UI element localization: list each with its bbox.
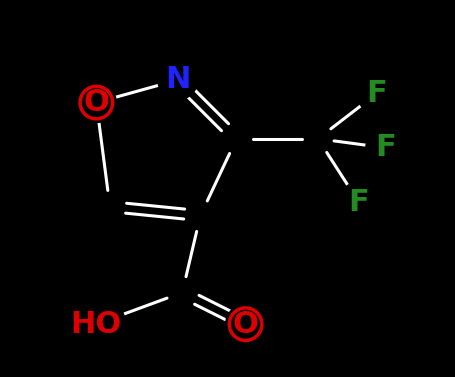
Text: F: F <box>366 79 387 108</box>
Text: O: O <box>233 310 258 339</box>
Circle shape <box>76 83 116 123</box>
Circle shape <box>357 74 397 113</box>
Circle shape <box>366 128 406 168</box>
Text: F: F <box>348 188 369 216</box>
Circle shape <box>226 304 265 344</box>
Circle shape <box>158 60 197 100</box>
Text: F: F <box>375 133 396 162</box>
Circle shape <box>67 295 125 353</box>
Text: HO: HO <box>71 310 122 339</box>
Text: O: O <box>83 88 109 117</box>
Text: N: N <box>165 66 191 95</box>
Circle shape <box>339 182 379 222</box>
